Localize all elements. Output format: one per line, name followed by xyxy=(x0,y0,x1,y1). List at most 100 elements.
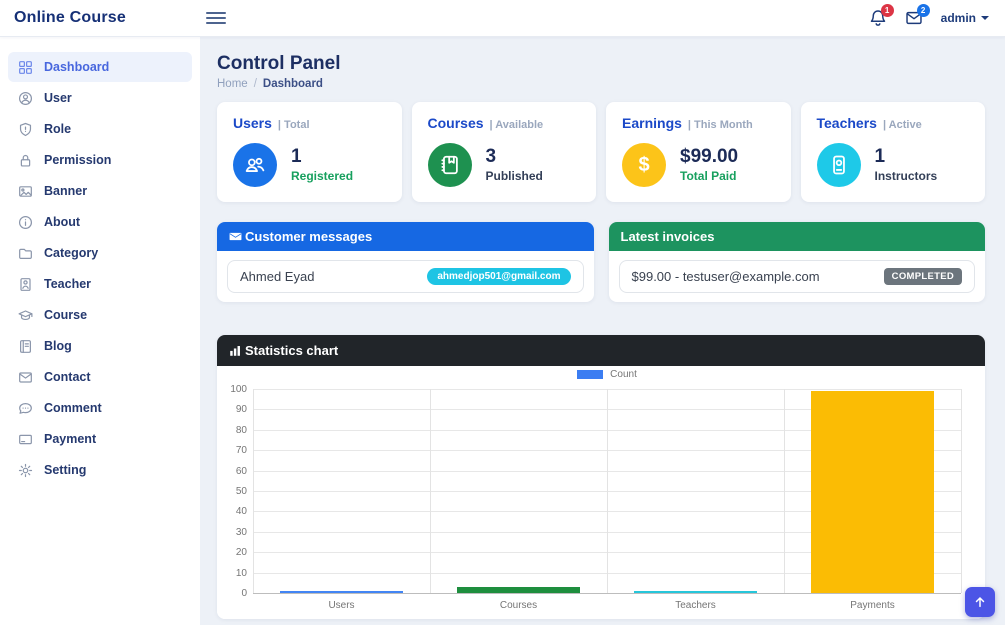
customer-name: Ahmed Eyad xyxy=(240,269,315,284)
customer-email-badge: ahmedjop501@gmail.com xyxy=(427,268,571,285)
bell-icon xyxy=(869,9,887,27)
bell-badge: 1 xyxy=(880,4,894,17)
stat-card-subtitle: | Active xyxy=(882,119,922,131)
sidebar-item-payment[interactable]: Payment xyxy=(8,424,192,454)
stat-card-courses: Courses | Available 3 Published xyxy=(411,102,596,202)
setting-gear-icon xyxy=(18,463,33,478)
sidebar-item-role[interactable]: Role xyxy=(8,114,192,144)
legend-label: Count xyxy=(610,369,637,380)
y-axis-tick: 80 xyxy=(235,424,247,436)
stat-card-title: Courses xyxy=(427,115,484,131)
main-content: Control Panel Home / Dashboard Users | To… xyxy=(200,37,1005,625)
sidebar-item-blog[interactable]: Blog xyxy=(8,331,192,361)
sidebar-item-permission[interactable]: Permission xyxy=(8,145,192,175)
sidebar-item-banner[interactable]: Banner xyxy=(8,176,192,206)
stat-card-value: $99.00 xyxy=(680,145,739,167)
sidebar-item-comment[interactable]: Comment xyxy=(8,393,192,423)
y-axis-tick: 0 xyxy=(241,588,247,599)
sidebar-item-label: Contact xyxy=(44,370,91,384)
bar-teachers[interactable] xyxy=(633,591,758,593)
blog-journal-icon xyxy=(18,339,33,354)
breadcrumb: Home / Dashboard xyxy=(217,78,985,90)
stat-card-users: Users | Total 1 Registered xyxy=(217,102,402,202)
sidebar-item-teacher[interactable]: Teacher xyxy=(8,269,192,299)
top-navbar: Online Course 1 2 admin xyxy=(0,0,1005,37)
bar-courses[interactable] xyxy=(456,586,581,593)
sidebar-item-label: Teacher xyxy=(44,277,92,291)
teachers-tablet-icon xyxy=(816,143,861,187)
stat-card-earnings: Earnings | This Month $ $99.00 Total Paid xyxy=(606,102,791,202)
sidebar-item-dashboard[interactable]: Dashboard xyxy=(8,52,192,82)
gridline xyxy=(430,389,431,593)
sidebar-item-course[interactable]: Course xyxy=(8,300,192,330)
customer-message-row[interactable]: Ahmed Eyad ahmedjop501@gmail.com xyxy=(227,260,584,293)
invoice-row[interactable]: $99.00 - testuser@example.com COMPLETED xyxy=(618,260,975,293)
sidebar-item-label: Setting xyxy=(44,463,87,477)
sidebar-item-setting[interactable]: Setting xyxy=(8,455,192,485)
payment-card-icon xyxy=(18,432,33,447)
customer-messages-title: Customer messages xyxy=(245,229,373,244)
statistics-chart-card: Statistics chart 0 10 20 30 40 50 60 70 80 90 100 U… xyxy=(217,335,985,619)
dashboard-grid-icon xyxy=(18,60,33,75)
bar-chart-icon xyxy=(229,344,242,357)
mail-badge: 2 xyxy=(916,4,930,17)
y-axis-tick: 60 xyxy=(235,465,247,477)
x-axis-label: Courses xyxy=(499,600,538,611)
comment-chat-icon xyxy=(18,401,33,416)
gridline xyxy=(784,389,785,593)
y-axis-tick: 70 xyxy=(235,445,247,457)
course-mortarboard-icon xyxy=(18,308,33,323)
stat-card-label: Total Paid xyxy=(680,169,737,184)
gridline xyxy=(253,389,254,593)
stat-card-subtitle: | This Month xyxy=(687,119,753,131)
permission-lock-icon xyxy=(18,153,33,168)
breadcrumb-separator: / xyxy=(253,78,257,90)
admin-dropdown[interactable]: admin xyxy=(941,11,989,25)
gridline xyxy=(607,389,608,593)
sidebar-item-label: About xyxy=(44,215,81,229)
latest-invoices-panel: Latest invoices $99.00 - testuser@exampl… xyxy=(608,222,985,302)
category-folder-icon xyxy=(18,246,33,261)
sidebar-item-label: Comment xyxy=(44,401,102,415)
latest-invoices-title: Latest invoices xyxy=(620,229,715,244)
admin-label: admin xyxy=(940,11,976,25)
stat-card-value: 1 xyxy=(874,145,886,167)
y-axis-tick: 40 xyxy=(235,506,247,518)
gridline xyxy=(253,593,961,594)
sidebar-item-label: Role xyxy=(44,122,72,136)
x-axis-label: Payments xyxy=(850,600,895,611)
customer-messages-header: Customer messages xyxy=(217,222,594,251)
sidebar-item-user[interactable]: User xyxy=(8,83,192,113)
role-shield-icon xyxy=(18,122,33,137)
sidebar-toggle-hamburger-icon[interactable] xyxy=(206,7,232,29)
scroll-to-top-button[interactable] xyxy=(965,587,995,617)
bar-payments[interactable] xyxy=(810,391,935,593)
y-axis-tick: 90 xyxy=(235,404,247,416)
sidebar-item-about[interactable]: About xyxy=(8,207,192,237)
courses-book-icon xyxy=(427,143,472,187)
teacher-badge-icon xyxy=(18,277,33,292)
stat-card-value: 3 xyxy=(485,145,497,167)
bar-chart-plot: 0 10 20 30 40 50 60 70 80 90 100 Users Courses Teache… xyxy=(217,366,985,619)
users-people-icon xyxy=(233,143,277,187)
messages-mail-button[interactable]: 2 xyxy=(905,4,930,27)
sidebar-item-category[interactable]: Category xyxy=(8,238,192,268)
notifications-bell-button[interactable]: 1 xyxy=(869,4,894,27)
stat-card-subtitle: | Total xyxy=(277,119,310,131)
invoice-text: $99.00 - testuser@example.com xyxy=(631,269,820,284)
bar-users[interactable] xyxy=(279,591,404,593)
stats-row: Users | Total 1 Registered Courses | Availabl… xyxy=(217,102,985,202)
latest-invoices-header: Latest invoices xyxy=(608,222,985,251)
sidebar-nav: Dashboard User Role Permission Banner About Ca… xyxy=(0,37,200,625)
sidebar-item-label: Category xyxy=(44,246,99,260)
breadcrumb-current: Dashboard xyxy=(262,78,323,90)
sidebar-item-contact[interactable]: Contact xyxy=(8,362,192,392)
brand-logo[interactable]: Online Course xyxy=(14,9,126,26)
stat-card-value: 1 xyxy=(291,145,302,167)
y-axis-tick: 50 xyxy=(235,486,247,497)
breadcrumb-home-link[interactable]: Home xyxy=(217,78,248,90)
page-title: Control Panel xyxy=(217,53,341,74)
x-axis-label: Users xyxy=(328,600,355,611)
sidebar-item-label: Course xyxy=(44,308,88,322)
